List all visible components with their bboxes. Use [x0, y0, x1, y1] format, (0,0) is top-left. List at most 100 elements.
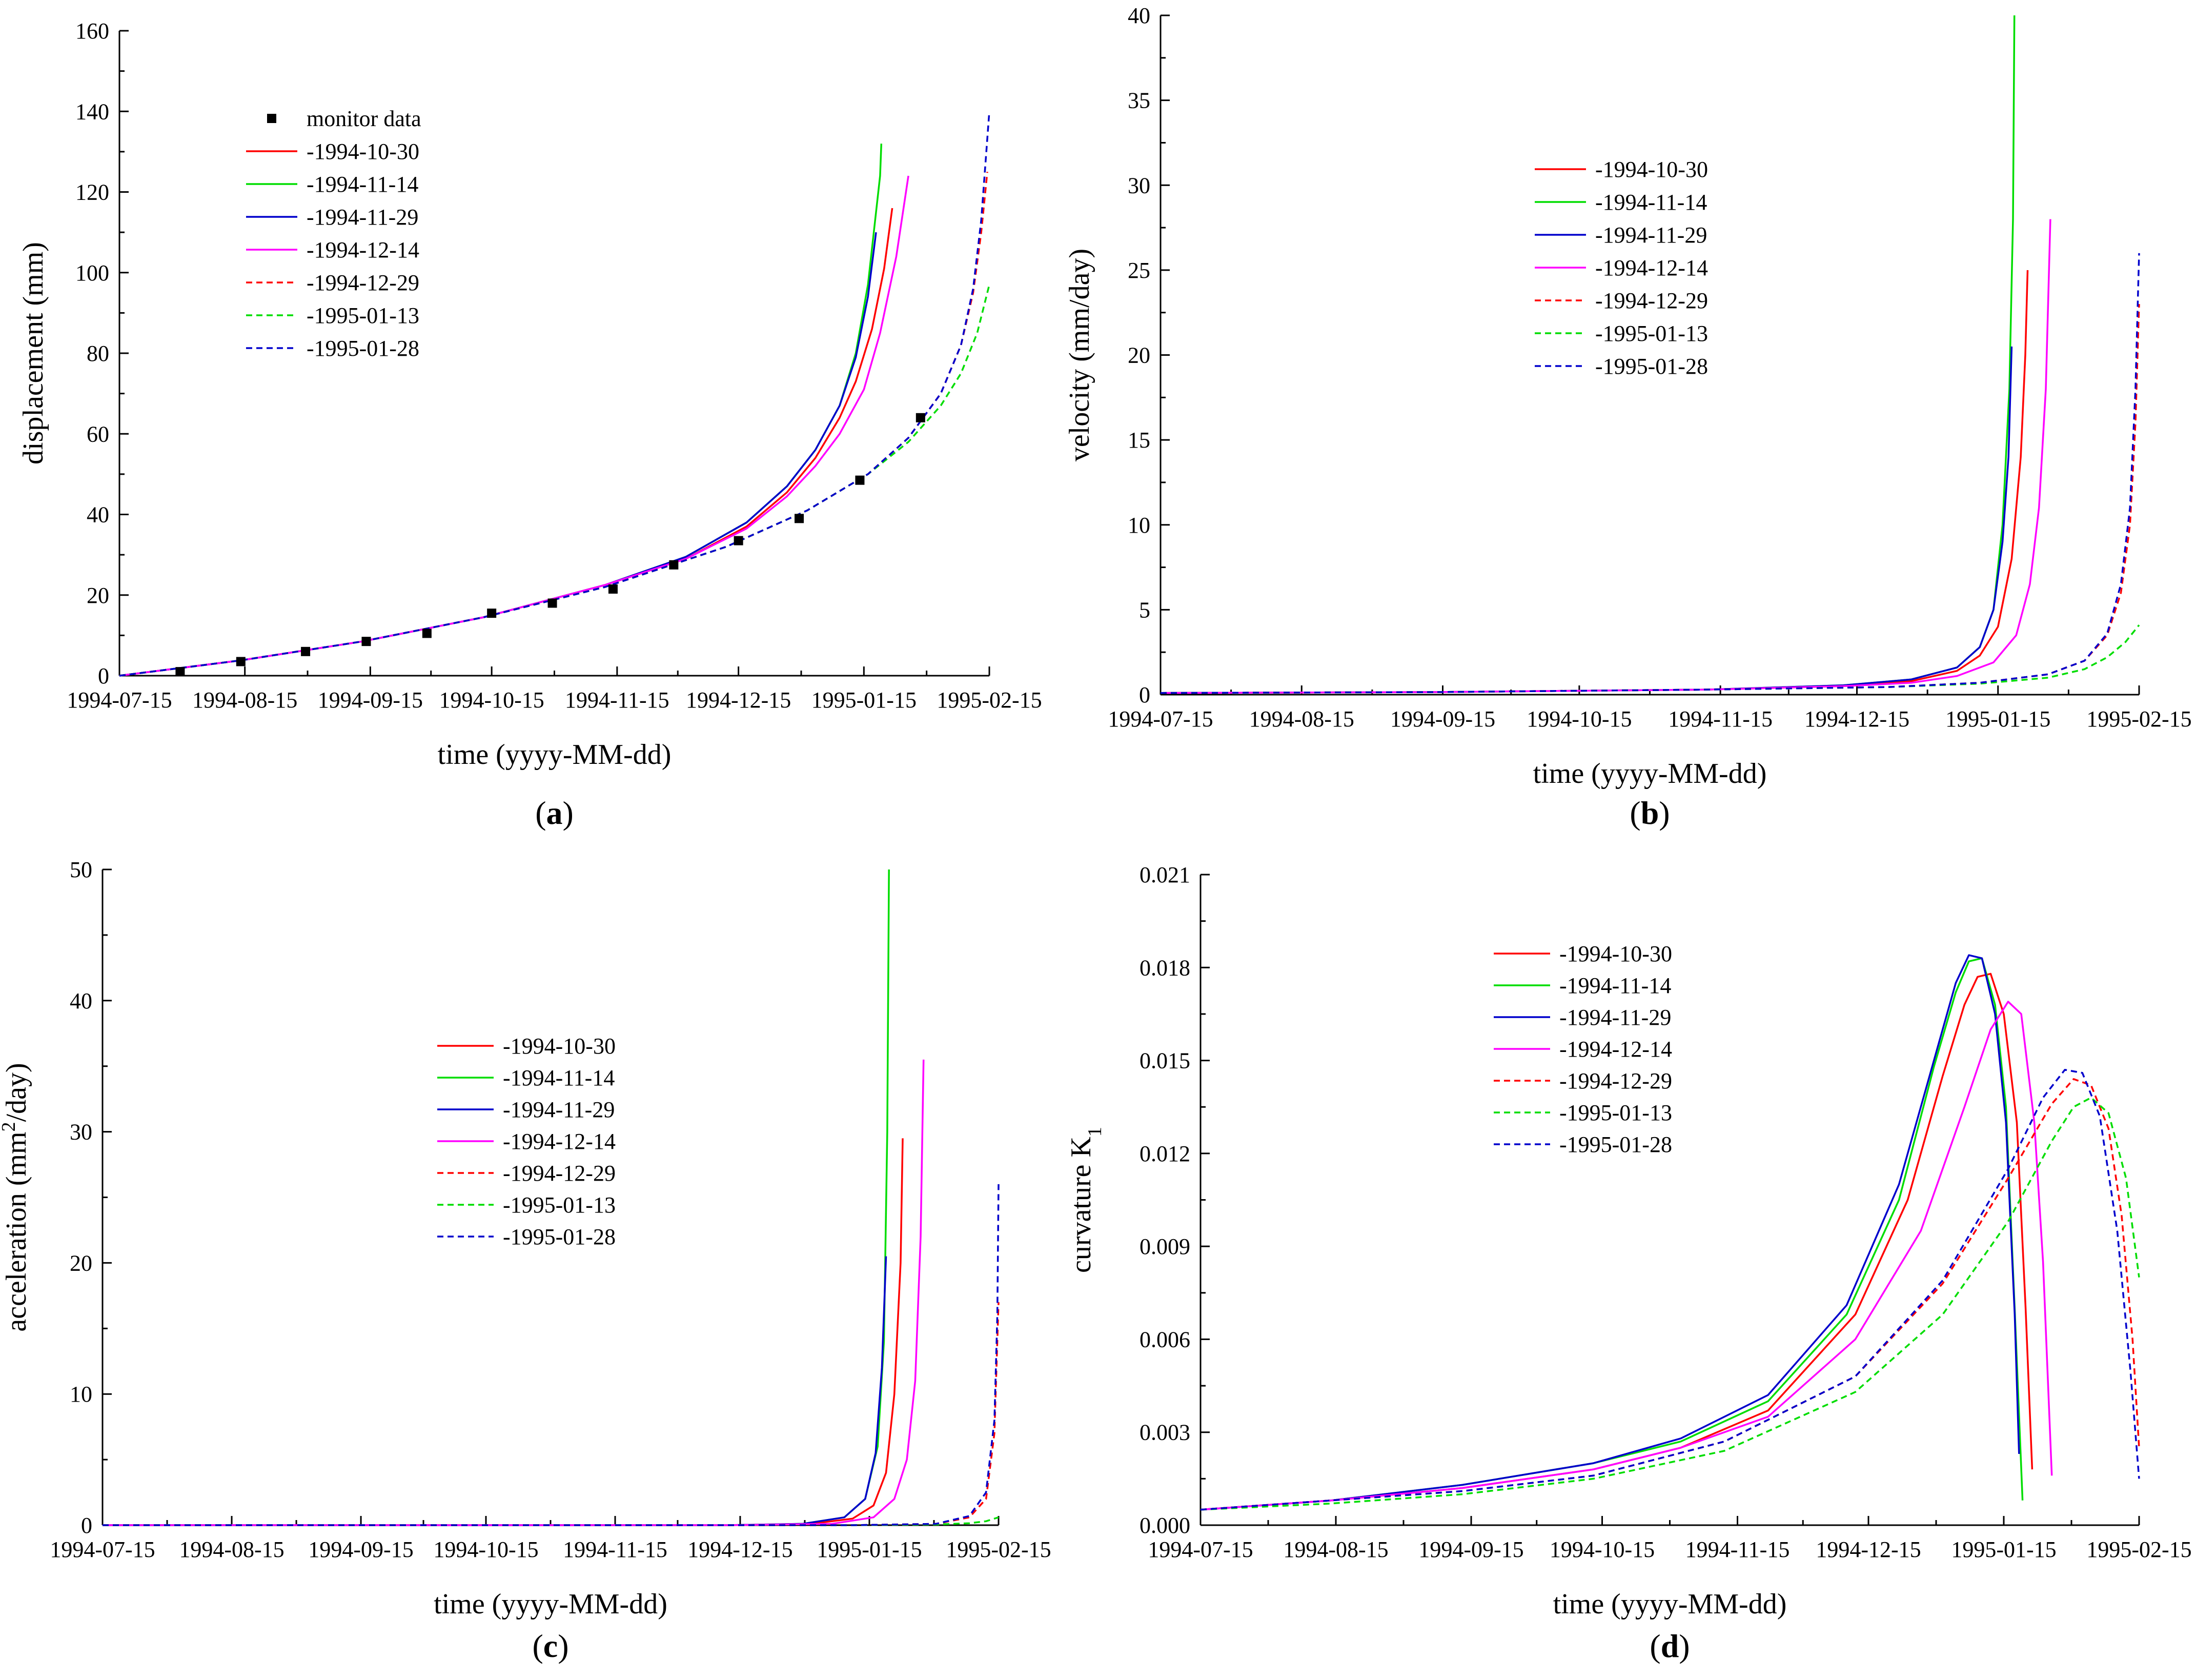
x-tick-label: 1994-10-15: [439, 687, 544, 713]
x-tick-label: 1995-01-15: [1945, 706, 2050, 732]
legend-label: -1994-10-30: [307, 139, 419, 164]
series-line-1994-12-14: [119, 175, 909, 677]
series-line-1994-11-29: [1160, 346, 2013, 694]
x-tick-label: 1994-11-15: [1668, 706, 1773, 732]
x-tick-label: 1995-01-15: [811, 687, 917, 713]
x-tick-label: 1994-12-15: [686, 687, 791, 713]
monitor-data-point: [422, 629, 432, 638]
legend-label: -1994-10-30: [1559, 941, 1672, 966]
series-line-1994-10-30: [1160, 270, 2029, 694]
y-tick-label: 30: [70, 1120, 92, 1145]
legend: -1994-10-30 -1994-11-14 -1994-11-29 -1994-1…: [437, 1034, 616, 1249]
y-tick-label: 0.000: [1140, 1513, 1190, 1538]
x-tick-label: 1994-07-15: [50, 1537, 155, 1562]
x-tick-label: 1995-01-15: [817, 1537, 922, 1562]
x-tick-label: 1995-02-15: [937, 687, 1042, 713]
legend-label: -1994-11-14: [1595, 190, 1707, 215]
y-tick-label: 25: [1128, 258, 1150, 283]
legend-label: -1994-11-14: [503, 1065, 615, 1090]
monitor-data-point: [608, 584, 618, 594]
legend: monitor data -1994-10-30 -1994-11-14 -1994-…: [246, 106, 421, 361]
x-tick-label: 1994-09-15: [1390, 706, 1495, 732]
legend-label: -1995-01-28: [1595, 354, 1708, 379]
series-line-1995-01-13: [1160, 624, 2140, 694]
x-tick-label: 1994-12-15: [1816, 1537, 1921, 1562]
y-tick-label: 35: [1128, 88, 1150, 113]
x-tick-label: 1994-10-15: [1527, 706, 1632, 732]
series-line-1995-01-13: [1200, 1097, 2140, 1511]
panel-d: 1994-07-15 1994-08-15 1994-09-15 1994-10-15…: [1065, 862, 2192, 1664]
x-tick-label: 1994-08-15: [179, 1537, 284, 1562]
legend-label: -1995-01-28: [503, 1224, 616, 1249]
x-tick-label: 1994-11-15: [563, 1537, 667, 1562]
series-line-1994-12-14: [1200, 1001, 2053, 1511]
legend-label: -1994-12-14: [503, 1129, 616, 1154]
x-axis-title: time (yyyy-MM-dd): [1553, 1588, 1787, 1620]
series-line-1995-01-28: [1160, 253, 2140, 694]
legend: -1994-10-30 -1994-11-14 -1994-11-29 -1994-1…: [1535, 157, 1708, 379]
series-line-1995-01-28: [1200, 1068, 2140, 1511]
y-tick-label: 0.012: [1140, 1141, 1190, 1166]
y-tick-label: 100: [75, 260, 109, 286]
series-line-1994-11-29: [119, 232, 877, 677]
y-axis-title: velocity (mm/day): [1064, 249, 1095, 461]
monitor-data-point: [669, 560, 679, 570]
monitor-data-point: [301, 646, 311, 656]
legend-label: -1994-11-14: [307, 172, 418, 197]
legend-label: -1994-12-29: [307, 270, 419, 295]
legend-label: -1994-11-29: [1595, 222, 1707, 248]
series-line-1994-10-30: [119, 208, 893, 677]
legend-label: -1994-11-14: [1559, 973, 1671, 998]
y-tick-label: 10: [1128, 513, 1150, 538]
y-axis-title: acceleration (mm2/day): [0, 1063, 32, 1331]
x-axis-title: time (yyyy-MM-dd): [434, 1588, 667, 1620]
series-line-1995-01-28: [119, 111, 990, 677]
panel-tag: (d): [1650, 1628, 1690, 1664]
y-tick-label: 0.006: [1140, 1327, 1190, 1352]
panel-a: 1994-07-15 1994-08-15 1994-09-15 1994-10-15…: [17, 18, 1042, 831]
legend-label: -1994-10-30: [1595, 157, 1708, 182]
series-line-1994-11-14: [1160, 15, 2016, 694]
series-line-1994-12-29: [103, 1302, 1000, 1526]
monitor-data-point: [361, 637, 371, 646]
y-tick-label: 60: [87, 421, 109, 447]
y-tick-label: 5: [1139, 597, 1150, 622]
x-tick-label: 1994-09-15: [308, 1537, 413, 1562]
monitor-data-point: [734, 536, 743, 545]
panel-tag: (c): [532, 1628, 568, 1664]
y-tick-label: 40: [87, 502, 109, 528]
x-tick-label: 1994-07-15: [1108, 706, 1213, 732]
legend-label: -1994-12-14: [1559, 1037, 1672, 1062]
x-tick-label: 1994-11-15: [565, 687, 669, 713]
series-line-1994-11-14: [119, 144, 883, 677]
legend-label: monitor data: [307, 106, 421, 131]
y-tick-label: 0: [1139, 682, 1150, 707]
monitor-data-point: [487, 609, 497, 618]
y-tick-label: 160: [75, 18, 109, 44]
legend-label: -1995-01-13: [307, 303, 419, 328]
x-tick-label: 1994-11-15: [1685, 1537, 1790, 1562]
series-line-1995-01-13: [103, 1516, 999, 1526]
y-tick-label: 0.009: [1140, 1234, 1190, 1259]
x-axis-title: time (yyyy-MM-dd): [438, 739, 672, 771]
x-tick-label: 1994-10-15: [1550, 1537, 1655, 1562]
y-tick-label: 50: [70, 857, 92, 882]
series-line-1994-12-29: [1200, 1078, 2140, 1511]
y-tick-label: 120: [75, 180, 109, 205]
y-tick-label: 140: [75, 99, 109, 124]
x-tick-label: 1995-02-15: [2086, 706, 2191, 732]
y-tick-label: 15: [1128, 428, 1150, 453]
legend-label: -1994-12-14: [1595, 255, 1708, 280]
x-tick-label: 1994-08-15: [192, 687, 297, 713]
y-tick-label: 10: [70, 1382, 92, 1407]
legend: -1994-10-30 -1994-11-14 -1994-11-29 -1994-1…: [1494, 941, 1672, 1157]
y-tick-label: 30: [1128, 173, 1150, 198]
y-axis-title: curvature K1: [1065, 1127, 1106, 1273]
x-tick-label: 1994-07-15: [1148, 1537, 1253, 1562]
legend-label: -1995-01-13: [1595, 321, 1708, 346]
y-tick-label: 0.018: [1140, 955, 1190, 980]
series-line-1995-01-28: [103, 1184, 1000, 1526]
monitor-data-point: [855, 475, 865, 485]
x-tick-label: 1995-01-15: [1951, 1537, 2056, 1562]
